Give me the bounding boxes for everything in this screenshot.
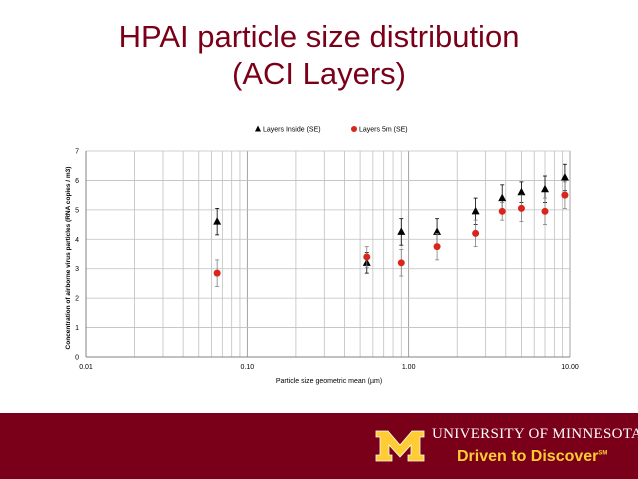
data-point-triangle bbox=[517, 187, 526, 196]
x-tick-label: 1.00 bbox=[402, 364, 416, 371]
x-tick-label: 0.10 bbox=[241, 364, 255, 371]
chart-marks bbox=[213, 163, 569, 287]
data-point-circle bbox=[433, 243, 441, 251]
data-point-triangle bbox=[471, 206, 480, 215]
data-point-circle bbox=[541, 207, 549, 215]
series-layers-5m bbox=[213, 181, 569, 287]
data-point-circle bbox=[561, 191, 569, 199]
legend-label: Layers 5m (SE) bbox=[359, 127, 408, 134]
x-axis-label: Particle size geometric mean (µm) bbox=[276, 378, 382, 385]
block-m-logo-icon bbox=[375, 430, 425, 462]
data-point-circle bbox=[213, 269, 221, 277]
service-mark: SM bbox=[598, 450, 608, 457]
data-point-circle bbox=[498, 207, 506, 215]
y-tick-label: 7 bbox=[75, 149, 79, 156]
x-tick-label: 10.00 bbox=[561, 364, 579, 371]
particle-size-chart: 0.01 0.10 1.00 10.00 0 1 2 3 4 5 6 7 Layers Inside … bbox=[65, 125, 579, 385]
y-tick-label: 4 bbox=[75, 237, 79, 244]
data-point-circle bbox=[363, 253, 371, 261]
data-point-circle bbox=[397, 259, 405, 267]
legend-marker-circle bbox=[351, 126, 357, 132]
y-axis-label: Concentration of airborne virus particle… bbox=[65, 167, 72, 350]
y-tick-label: 3 bbox=[75, 266, 79, 273]
y-tick-label: 1 bbox=[75, 325, 79, 332]
university-name: UNIVERSITY OF MINNESOTA bbox=[432, 426, 638, 442]
data-point-triangle bbox=[213, 217, 222, 225]
chart-legend: Layers Inside (SE) Layers 5m (SE) bbox=[255, 125, 408, 134]
data-point-triangle bbox=[541, 184, 550, 193]
y-tick-label: 2 bbox=[75, 296, 79, 303]
chart-tick-labels: 0.01 0.10 1.00 10.00 0 1 2 3 4 5 6 7 bbox=[75, 149, 579, 372]
chart-axes bbox=[85, 151, 570, 358]
data-point-circle bbox=[517, 204, 525, 212]
data-point-triangle bbox=[560, 172, 569, 181]
y-tick-label: 0 bbox=[75, 355, 79, 362]
university-footer: UNIVERSITY OF MINNESOTA Driven to Discov… bbox=[0, 413, 638, 479]
legend-label: Layers Inside (SE) bbox=[263, 127, 321, 134]
data-point-triangle bbox=[498, 193, 507, 202]
legend-marker-triangle bbox=[255, 125, 261, 132]
chart-grid bbox=[85, 150, 571, 358]
title-line-2: (ACI Layers) bbox=[232, 56, 406, 91]
data-point-circle bbox=[472, 229, 480, 237]
slide-title: HPAI particle size distribution (ACI Lay… bbox=[0, 18, 638, 92]
data-point-triangle bbox=[397, 227, 406, 235]
y-tick-label: 5 bbox=[75, 207, 79, 214]
tagline: Driven to DiscoverSM bbox=[457, 448, 607, 466]
title-line-1: HPAI particle size distribution bbox=[118, 19, 520, 54]
x-tick-label: 0.01 bbox=[79, 364, 93, 371]
tagline-text: Driven to Discover bbox=[457, 448, 599, 465]
y-tick-label: 6 bbox=[75, 178, 79, 185]
